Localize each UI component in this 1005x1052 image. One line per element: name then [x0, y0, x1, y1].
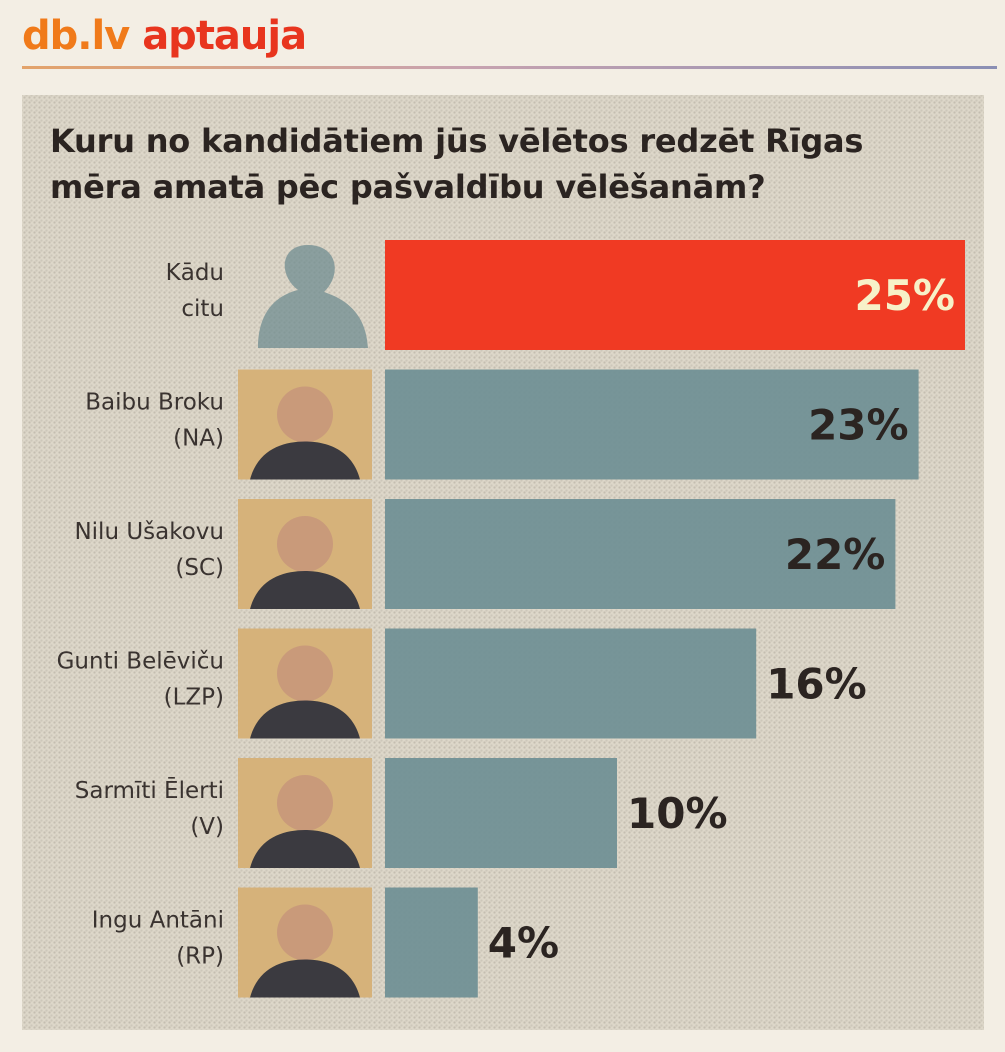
- data-label: 10%: [627, 789, 728, 838]
- bar: [385, 628, 757, 739]
- category-label: (V): [190, 814, 224, 840]
- candidate-shoulders: [250, 441, 360, 480]
- data-label: 16%: [766, 660, 867, 709]
- category-label: Ingu Antāni: [92, 908, 224, 934]
- masthead: db.lv aptauja: [22, 8, 307, 64]
- category-label: Kādu: [166, 260, 224, 286]
- candidate-shoulders: [250, 571, 360, 609]
- candidate-shoulders: [250, 700, 360, 739]
- candidate-shoulders: [250, 959, 360, 998]
- bar: [385, 369, 919, 480]
- category-label: citu: [181, 296, 224, 322]
- masthead-word: aptauja: [142, 13, 307, 59]
- category-label: Baibu Broku: [85, 390, 224, 416]
- candidate-face: [277, 516, 333, 572]
- candidate-face: [277, 904, 333, 961]
- bar: [385, 887, 478, 998]
- chart-title: Kuru no kandidātiem jūs vēlētos redzēt R…: [50, 122, 864, 206]
- candidate-face: [277, 386, 333, 443]
- data-label: 23%: [808, 401, 909, 450]
- category-label: (LZP): [164, 685, 224, 711]
- category-label: (NA): [173, 426, 224, 452]
- candidate-shoulders: [250, 830, 360, 868]
- category-label: Sarmīti Ēlerti: [75, 777, 224, 804]
- bar: [385, 240, 965, 350]
- category-label: Gunti Belēviču: [57, 649, 224, 675]
- masthead-brand: db.lv: [22, 13, 130, 59]
- candidate-face: [277, 645, 333, 702]
- category-label: (RP): [176, 944, 224, 970]
- category-label: (SC): [175, 555, 224, 581]
- masthead-rule: [22, 66, 997, 69]
- data-label: 4%: [488, 919, 559, 968]
- data-label: 25%: [854, 271, 955, 320]
- category-label: Nilu Ušakovu: [74, 519, 224, 545]
- silhouette-icon: [258, 245, 368, 348]
- bar: [385, 499, 896, 609]
- bar: [385, 758, 617, 868]
- candidate-face: [277, 775, 333, 831]
- data-label: 22%: [785, 530, 886, 579]
